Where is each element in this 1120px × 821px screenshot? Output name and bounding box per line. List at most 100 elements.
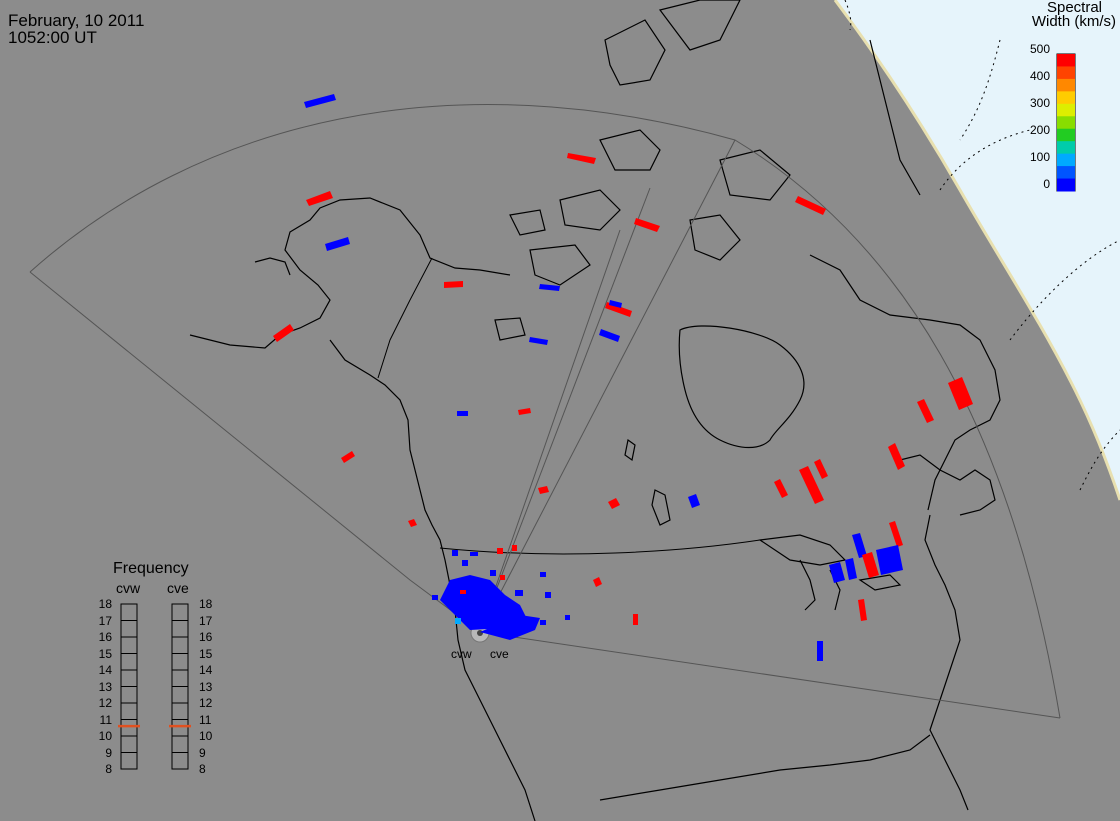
frequency-panel [118, 603, 191, 770]
echo-cell [774, 479, 788, 498]
fov-beam-3 [479, 229, 621, 633]
colorbar [1056, 53, 1076, 192]
colorbar-band [1057, 166, 1075, 180]
frequency-box [171, 752, 189, 770]
fov-beam-2 [479, 187, 651, 633]
colorbar-band [1057, 116, 1075, 130]
echo-cell [817, 641, 823, 661]
echo-cell [341, 451, 355, 463]
radar-site-dot [477, 630, 483, 636]
colorbar-band [1057, 91, 1075, 105]
grid-circle-1 [939, 129, 1031, 191]
echo-cell [567, 153, 596, 164]
frequency-tick-label: 18 [199, 597, 213, 611]
echo-cell [325, 237, 350, 251]
near-echo [462, 560, 468, 566]
near-echo [565, 615, 570, 620]
colorbar-band [1057, 153, 1075, 167]
grid-circle-2 [959, 39, 1001, 141]
frequency-box [120, 636, 138, 654]
frequency-box [171, 719, 189, 737]
colorbar-band [1057, 78, 1075, 92]
frequency-tick-label: 18 [98, 597, 112, 611]
dayside-region [835, 0, 1120, 500]
near-echo [470, 552, 478, 556]
colorbar-tick-label: 500 [1029, 42, 1050, 56]
frequency-tick-label: 15 [199, 646, 213, 661]
echo-cell [609, 300, 622, 308]
echo-cell [889, 521, 903, 547]
near-echo [432, 595, 438, 600]
colorbar-title-line2: Width (km/s) [1031, 13, 1116, 30]
frequency-tick-label: 9 [105, 745, 112, 760]
echo-cell [608, 498, 620, 509]
near-echo [545, 592, 551, 598]
cvw-frequency-scale [118, 603, 140, 770]
frequency-title: Frequency [113, 560, 189, 577]
frequency-box [171, 620, 189, 638]
near-echo [515, 590, 523, 596]
colorbar-tick-label: 300 [1029, 96, 1050, 110]
grid-circle-3 [1009, 239, 1120, 341]
fov-beam-1 [479, 139, 736, 633]
echo-cell [539, 284, 560, 291]
cve-frequency-scale [169, 603, 191, 770]
near-echo [460, 590, 466, 594]
echo-cell [876, 545, 903, 575]
frequency-box [120, 702, 138, 720]
us-canada-border [439, 539, 761, 555]
echo-cell [408, 519, 417, 527]
frequency-tick-label: 11 [199, 712, 212, 727]
frequency-tick-label: 12 [199, 696, 213, 710]
echo-cell [917, 399, 934, 423]
alaska-border [377, 257, 433, 379]
echo-cell [799, 466, 824, 504]
frequency-tick-label: 17 [98, 613, 112, 628]
echo-cell [948, 377, 973, 410]
colorbar-tick-label: 0 [1043, 177, 1050, 191]
frequency-tick-label: 16 [98, 630, 112, 644]
frequency-box [171, 653, 189, 671]
frequency-tick-label: 16 [199, 630, 213, 644]
frequency-tick-label: 15 [98, 646, 112, 661]
cve-channel-label: cve [167, 580, 189, 596]
near-echo [540, 572, 546, 577]
colorbar-tick-label: 100 [1029, 150, 1050, 164]
frequency-tick-label: 10 [199, 729, 213, 743]
echo-cell [829, 562, 845, 583]
colorbar-title-line1: Spectral [1046, 0, 1102, 16]
date-label: February, 10 2011 [8, 11, 145, 30]
borders [377, 257, 761, 555]
station-label-cve: cve [490, 647, 509, 661]
far-range-echoes [273, 94, 973, 661]
fov-arc [29, 104, 1061, 719]
frequency-tick-label: 8 [199, 762, 206, 776]
station-label-cvw: cvw [451, 647, 472, 661]
frequency-tick-label: 9 [199, 745, 206, 760]
frequency-tick-label: 17 [199, 613, 213, 628]
fov-west-edge [29, 271, 481, 633]
frequency-tick-label: 14 [98, 663, 112, 677]
echo-cell [444, 281, 463, 288]
cvw-channel-label: cvw [116, 580, 141, 596]
echo-cell [306, 191, 333, 206]
colorbar-band [1057, 66, 1075, 80]
colorbar-band [1057, 54, 1075, 67]
frequency-tick-label: 10 [98, 729, 112, 743]
frequency-box [171, 702, 189, 720]
frequency-tick-label: 13 [98, 679, 112, 694]
near-echo [512, 545, 517, 551]
echo-cell [633, 614, 638, 625]
time-label: 1052:00 UT [8, 28, 97, 47]
echo-cell [605, 302, 632, 317]
near-echo [497, 548, 503, 554]
colorbar-bands [1057, 54, 1075, 192]
echo-cell [518, 408, 531, 415]
near-fan-west [440, 575, 530, 630]
frequency-box [120, 669, 138, 687]
terminator-edge [833, 0, 1120, 501]
echo-cell [599, 329, 620, 342]
colorbar-band [1057, 178, 1075, 192]
echo-cell [273, 324, 294, 342]
